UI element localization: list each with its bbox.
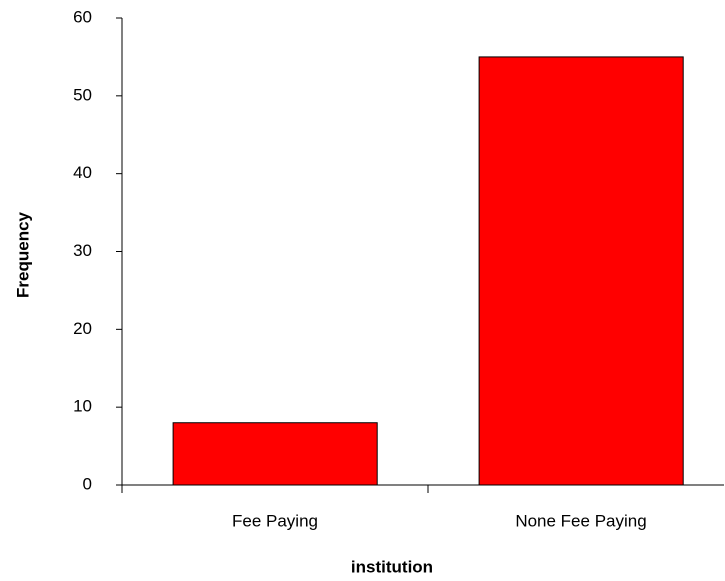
y-tick-label: 20 xyxy=(73,319,92,338)
y-axis-title: Frequency xyxy=(13,211,32,298)
y-tick-label: 40 xyxy=(73,163,92,182)
x-axis-title: institution xyxy=(351,557,433,576)
bar xyxy=(172,422,378,486)
y-tick-label: 30 xyxy=(73,241,92,260)
bar xyxy=(478,56,684,486)
x-tick-label: None Fee Paying xyxy=(515,511,646,530)
y-tick-label: 10 xyxy=(73,397,92,416)
x-tick-label: Fee Paying xyxy=(232,511,318,530)
y-tick-label: 50 xyxy=(73,85,92,104)
y-tick-label: 60 xyxy=(73,7,92,26)
y-tick-label: 0 xyxy=(83,474,92,493)
